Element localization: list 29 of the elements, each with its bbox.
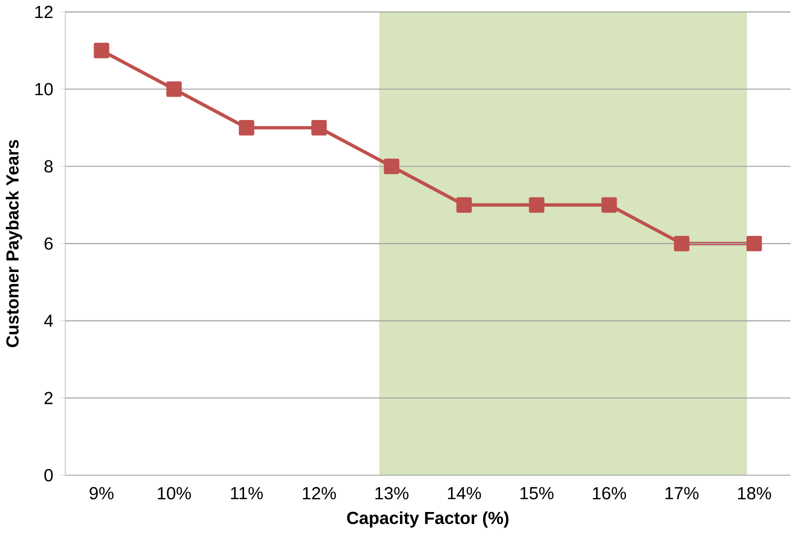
point <box>456 197 472 212</box>
y-tick-label: 6 <box>44 237 53 250</box>
point <box>238 120 254 136</box>
x-tick-label: 17% <box>666 486 699 500</box>
y-tick-label: 4 <box>44 314 53 327</box>
y-tick-label: 12 <box>35 6 53 18</box>
point <box>311 120 327 136</box>
point <box>746 236 762 252</box>
y-tick-label: 0 <box>44 468 53 482</box>
point <box>166 81 182 97</box>
x-axis-title: Capacity Factor (%) <box>347 511 508 528</box>
point <box>94 42 110 58</box>
point <box>528 197 544 212</box>
x-tick-label: 12% <box>302 486 336 500</box>
x-tick-label: 14% <box>448 486 481 500</box>
x-tick-label: 16% <box>593 486 626 500</box>
y-axis-title: Customer Payback Years <box>6 140 22 347</box>
y-tick-label: 10 <box>35 82 53 96</box>
x-tick-label: 18% <box>738 486 772 500</box>
x-tick-label: 11% <box>231 486 263 500</box>
point <box>674 236 690 252</box>
point <box>384 158 400 174</box>
y-tick-label: 8 <box>44 160 53 172</box>
y-tick-label: 2 <box>44 392 53 404</box>
x-tick-label: 15% <box>520 486 554 500</box>
point <box>601 197 617 212</box>
x-tick-label: 10% <box>158 486 191 500</box>
x-tick-label: 13% <box>375 486 408 500</box>
x-tick-label: 9% <box>90 486 114 500</box>
